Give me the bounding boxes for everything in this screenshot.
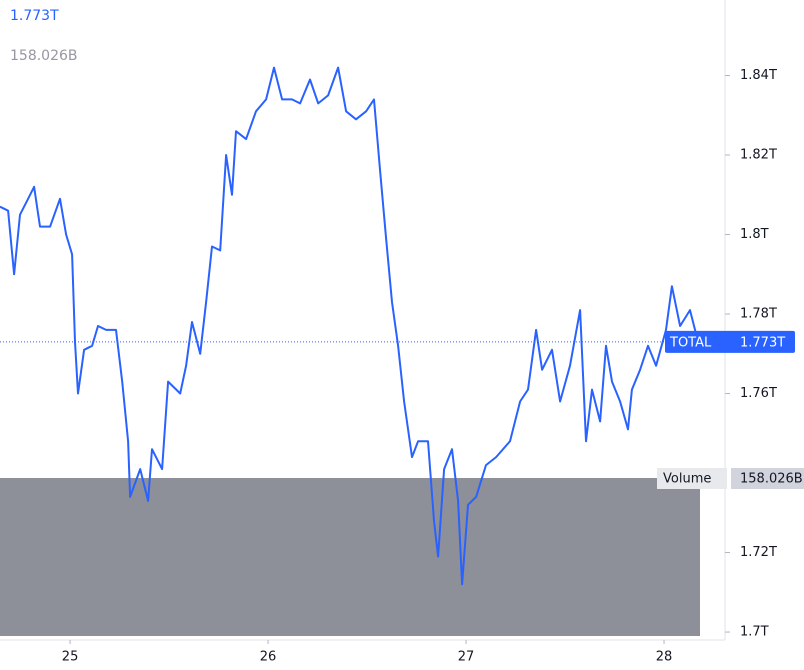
legend-value: 1.773T xyxy=(10,8,59,24)
volume-area xyxy=(0,478,700,636)
x-tick-label: 27 xyxy=(458,650,475,665)
y-tick-label: 1.72T xyxy=(740,545,777,560)
y-tick-label: 1.8T xyxy=(740,227,769,242)
volume-name: Volume xyxy=(663,472,711,487)
current-price-label: 1.773T xyxy=(740,335,785,350)
legend-volume: 158.026B xyxy=(10,48,78,64)
x-tick-label: 25 xyxy=(62,650,79,665)
price-line xyxy=(0,66,700,586)
y-tick-label: 1.7T xyxy=(740,625,769,640)
y-tick-label: 1.82T xyxy=(740,148,777,163)
y-tick-label: 1.78T xyxy=(740,307,777,322)
volume-value: 158.026B xyxy=(740,472,803,487)
series-tag-name: TOTAL xyxy=(669,335,712,350)
x-tick-label: 28 xyxy=(656,650,673,665)
volume-tag-bg xyxy=(657,468,727,489)
y-tick-label: 1.84T xyxy=(740,68,777,83)
y-tick-label: 1.76T xyxy=(740,386,777,401)
x-tick-label: 26 xyxy=(260,650,277,665)
series-tag-bg xyxy=(665,330,795,353)
volume-value-bg xyxy=(731,468,804,489)
